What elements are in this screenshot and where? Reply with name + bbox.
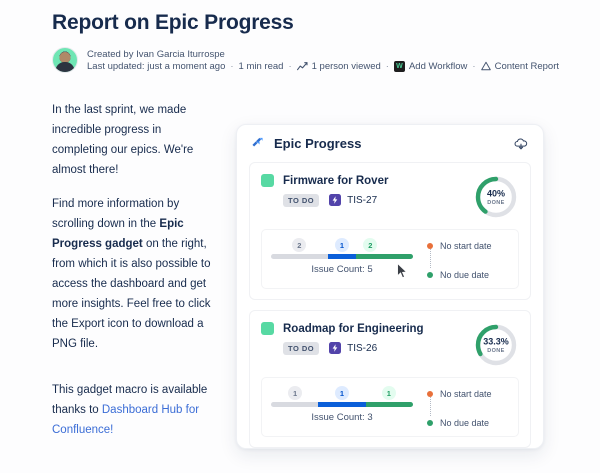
progress-panel: 1 1 1 Issue Count: 3 [261, 377, 519, 437]
paragraph-3-lead: This gadget macro is available thanks to [52, 384, 208, 416]
page-title: Report on Epic Progress [52, 11, 294, 34]
epic-color-swatch [261, 322, 274, 335]
due-date-row: No due date [427, 267, 509, 282]
add-workflow-button[interactable]: W Add Workflow [393, 60, 468, 72]
dashboard-hub-link[interactable]: Dashboard Hub for Confluence! [52, 404, 200, 436]
due-date-dot-icon [427, 271, 433, 278]
workflow-icon: W [393, 60, 405, 72]
date-info: No start date No due date [417, 386, 509, 430]
epic-bolt-icon [329, 194, 342, 207]
segment-badges: 2 1 2 [271, 238, 413, 252]
date-info: No start date No due date [417, 238, 509, 282]
epic-name: Roadmap for Engineering [283, 322, 424, 335]
avatar[interactable] [52, 47, 78, 73]
content-report-button[interactable]: Content Report [480, 60, 560, 72]
epic-key-link[interactable]: TIS-27 [329, 194, 378, 207]
start-date-row: No start date [427, 238, 509, 253]
segment-badge-done: 2 [363, 238, 378, 252]
bar-segment-inprogress [318, 402, 366, 407]
status-badge: TO DO [283, 342, 320, 355]
gadget-body: Firmware for Rover TO DO TIS-27 [237, 162, 543, 448]
bar-segment-done [356, 254, 413, 259]
start-date-row: No start date [427, 386, 509, 401]
due-date-label: No due date [440, 269, 490, 280]
bar-segment-todo [271, 402, 319, 407]
gadget-title: Epic Progress [274, 136, 362, 151]
epic-card[interactable]: Roadmap for Engineering TO DO TIS-26 [249, 310, 531, 448]
paragraph-2: Find more information by scrolling down … [52, 194, 217, 354]
progress-donut: 33.3% DONE [475, 324, 517, 366]
separator-4: · [472, 60, 476, 72]
epic-color-swatch [261, 174, 274, 187]
cloud-download-icon[interactable] [513, 136, 529, 152]
segment-badge-inprogress: 1 [335, 386, 349, 400]
paragraph-2-lead: Find more information by scrolling down … [52, 198, 180, 230]
date-connector [429, 249, 431, 268]
viewers-item[interactable]: 1 person viewed [296, 60, 381, 72]
issue-count-label: Issue Count: 3 [311, 412, 373, 423]
bar-segment-inprogress [327, 254, 357, 259]
epic-card[interactable]: Firmware for Rover TO DO TIS-27 [249, 162, 531, 300]
content-report-label: Content Report [494, 60, 560, 72]
add-workflow-label: Add Workflow [408, 60, 468, 72]
read-time: 1 min read [238, 60, 284, 72]
separator-3: · [385, 60, 389, 72]
segment-badges: 1 1 1 [271, 386, 413, 400]
paragraph-2-tail: on the right, from which it is also poss… [52, 238, 211, 350]
epic-key-label: TIS-27 [347, 194, 378, 206]
article-body: In the last sprint, we made incredible p… [52, 100, 217, 454]
due-date-row: No due date [427, 415, 509, 430]
start-date-dot-icon [427, 390, 433, 397]
segment-badge-todo: 2 [292, 238, 307, 252]
issue-count-label: Issue Count: 5 [311, 264, 373, 275]
last-updated: Last updated: just a moment ago [87, 60, 226, 72]
progress-bar [271, 402, 413, 407]
bar-segment-todo [271, 254, 328, 259]
donut-percent: 40% [487, 189, 505, 199]
author-line: Created by Ivan Garcia Iturrospe [87, 48, 225, 60]
bolt-glyph [332, 344, 338, 353]
gadget-header: Epic Progress [237, 125, 543, 162]
start-date-label: No start date [440, 388, 492, 399]
paragraph-2-bold: Epic Progress gadget [52, 218, 184, 250]
epic-progress-gadget: Epic Progress Firmware for Rover [236, 124, 544, 449]
donut-percent: 33.3% [483, 337, 509, 347]
epic-key-label: TIS-26 [347, 342, 378, 354]
epic-key-link[interactable]: TIS-26 [329, 342, 378, 355]
separator-2: · [288, 60, 292, 72]
due-date-label: No due date [440, 417, 490, 428]
progress-panel: 2 1 2 Issue Count: 5 [261, 229, 519, 289]
start-date-dot-icon [427, 242, 433, 249]
bolt-glyph [332, 196, 338, 205]
donut-done-label: DONE [487, 348, 505, 354]
paragraph-3: This gadget macro is available thanks to… [52, 380, 217, 440]
epic-name: Firmware for Rover [283, 174, 389, 187]
date-connector [429, 397, 431, 416]
segment-badge-inprogress: 1 [335, 238, 349, 252]
start-date-label: No start date [440, 240, 492, 251]
paragraph-1: In the last sprint, we made incredible p… [52, 104, 194, 176]
donut-done-label: DONE [487, 200, 505, 206]
segment-badge-todo: 1 [288, 386, 303, 400]
status-badge: TO DO [283, 194, 320, 207]
separator-1: · [230, 60, 234, 72]
progress-bar [271, 254, 413, 259]
segment-badge-done: 1 [381, 386, 396, 400]
epic-bolt-icon [329, 342, 342, 355]
jira-icon [252, 137, 263, 147]
analytics-icon [296, 61, 308, 70]
due-date-dot-icon [427, 419, 433, 426]
bar-segment-done [365, 402, 413, 407]
page-metadata: Created by Ivan Garcia Iturrospe Last up… [52, 47, 559, 73]
viewers-label: 1 person viewed [311, 60, 381, 72]
warning-triangle-icon [480, 61, 491, 71]
progress-donut: 40% DONE [475, 176, 517, 218]
